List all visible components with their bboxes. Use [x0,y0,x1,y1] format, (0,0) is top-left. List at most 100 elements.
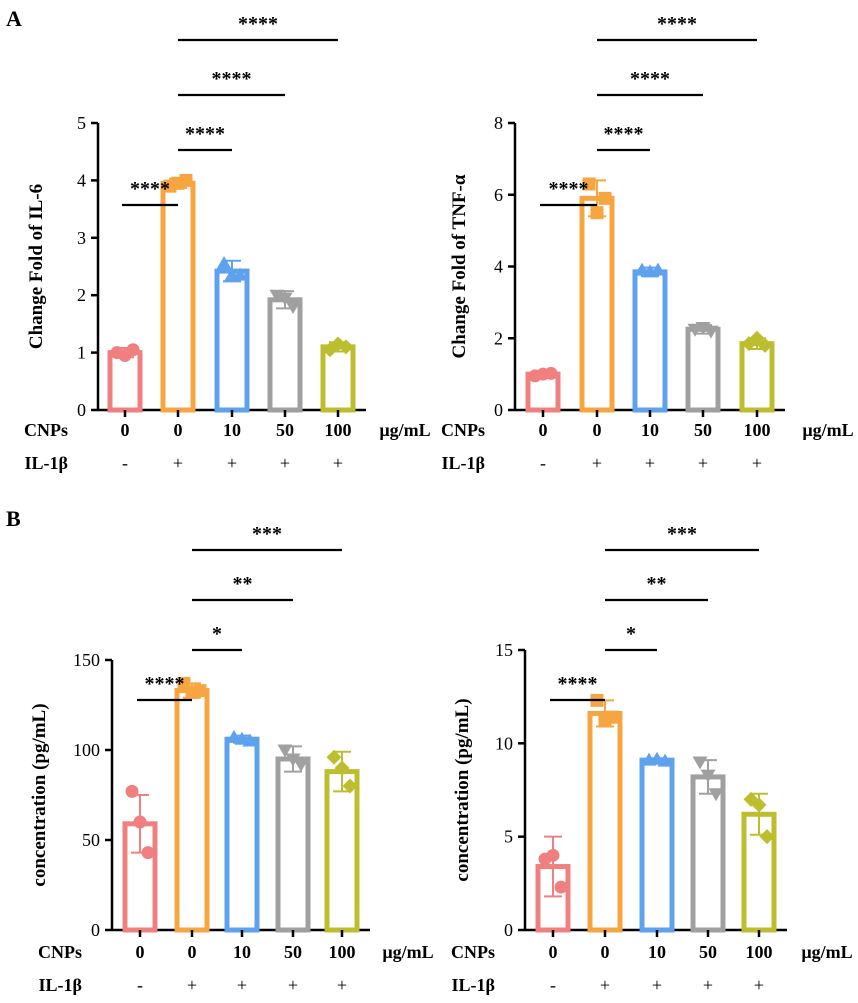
chart-concentration-2: 0 5 10 15 concentration (pg/mL) 0 - 0 +10 +50 +100… [451,523,853,995]
significance-label: **** [212,68,252,90]
significance-label: *** [667,523,697,545]
x-tick-label-il1b: + [754,975,764,995]
data-point [141,846,155,860]
cnps-row-label: CNPs [24,420,68,440]
data-point [554,880,568,894]
x-tick-label-cnps: 0 [601,942,610,962]
data-point [125,784,139,798]
x-tick-label-il1b: - [540,453,546,473]
x-tick-label-cnps: 0 [121,420,130,440]
data-point [650,262,666,276]
significance-label: **** [238,13,278,35]
x-tick-label-cnps: 10 [648,942,666,962]
x-tick-label-il1b: + [600,975,610,995]
y-tick-label: 2 [77,285,86,305]
bar [579,195,615,413]
x-tick-label-il1b: + [703,975,713,995]
x-tick-label-il1b: - [137,975,143,995]
y-tick-label: 1 [77,343,86,363]
y-tick-label: 0 [91,920,100,940]
significance-label: **** [604,123,644,145]
x-tick-label-cnps: 10 [641,420,659,440]
x-tick-label-il1b: + [237,975,247,995]
significance-label: **** [558,673,598,695]
y-tick-label: 0 [77,400,86,420]
data-point [126,343,140,357]
chart-tnf-alpha: 0 2 4 6 8 Change Fold of TNF-α 0 - 0 +10 +50 +100 + C… [441,13,854,473]
significance-label: ** [233,573,253,595]
bar [320,344,356,413]
data-point [293,758,309,772]
data-point [326,749,342,765]
x-tick-label-il1b: + [652,975,662,995]
bar [587,710,623,933]
significance-label: * [626,623,636,645]
chart-concentration-1: 0 50 100 150 concentration (pg/mL) 0 - 0 +10 +50 +… [29,523,434,995]
bar [267,297,303,413]
y-tick-label: 4 [77,170,86,190]
data-point [582,177,596,191]
cnps-row-label: CNPs [38,942,82,962]
significance-label: **** [549,178,589,200]
y-tick-label: 2 [494,328,503,348]
x-tick-label-cnps: 100 [329,942,356,962]
bar [739,341,775,413]
data-point [334,760,350,776]
x-tick-label-il1b: + [698,453,708,473]
x-tick-label-il1b: + [752,453,762,473]
y-tick-label: 100 [73,740,100,760]
data-point [708,788,724,802]
data-point [179,173,193,187]
x-tick-label-il1b: + [592,453,602,473]
data-point [277,292,293,306]
x-tick-label-cnps: 100 [744,420,771,440]
y-tick-label: 3 [77,228,86,248]
data-point [285,301,301,315]
x-tick-label-il1b: + [288,975,298,995]
data-point [546,848,560,862]
bar [639,757,675,933]
x-tick-label-cnps: 50 [699,942,717,962]
significance-label: **** [185,123,225,145]
x-tick-label-il1b: + [337,975,347,995]
data-point [133,815,147,829]
x-tick-label-cnps: 10 [223,420,241,440]
x-tick-label-il1b: + [227,453,237,473]
data-point [759,829,775,845]
units-label: µg/mL [802,420,853,440]
bar [275,756,311,933]
x-tick-label-cnps: 10 [233,942,251,962]
y-tick-label: 15 [495,640,513,660]
x-tick-label-il1b: + [645,453,655,473]
bar [690,774,726,933]
x-tick-label-cnps: 0 [593,420,602,440]
bar [174,688,210,933]
y-tick-label: 5 [504,827,513,847]
x-tick-label-cnps: 50 [284,942,302,962]
data-point [216,256,232,270]
bar [214,268,250,413]
y-axis-label: Change Fold of IL-6 [26,184,47,349]
data-point [590,206,604,220]
data-point [232,267,248,281]
bar [324,769,360,933]
bar [632,269,668,413]
il1b-row-label: IL-1β [452,975,496,995]
chart-il6: 0 1 2 3 4 5 Change Fold of IL-6 0 - 0 +10 +50 +100 + C… [24,13,431,473]
data-point [703,325,719,339]
x-tick-label-il1b: + [280,453,290,473]
x-tick-label-cnps: 0 [136,942,145,962]
significance-label: **** [130,178,170,200]
data-point [606,710,620,724]
x-tick-label-il1b: + [187,975,197,995]
y-axis-label: concentration (pg/mL) [29,703,50,886]
x-tick-label-cnps: 0 [174,420,183,440]
y-tick-label: 4 [494,257,503,277]
significance-label: **** [145,673,185,695]
y-axis-label: concentration (pg/mL) [452,698,473,881]
y-tick-label: 8 [494,113,503,133]
bar [685,326,721,413]
x-tick-label-cnps: 0 [188,942,197,962]
data-point [338,339,354,355]
